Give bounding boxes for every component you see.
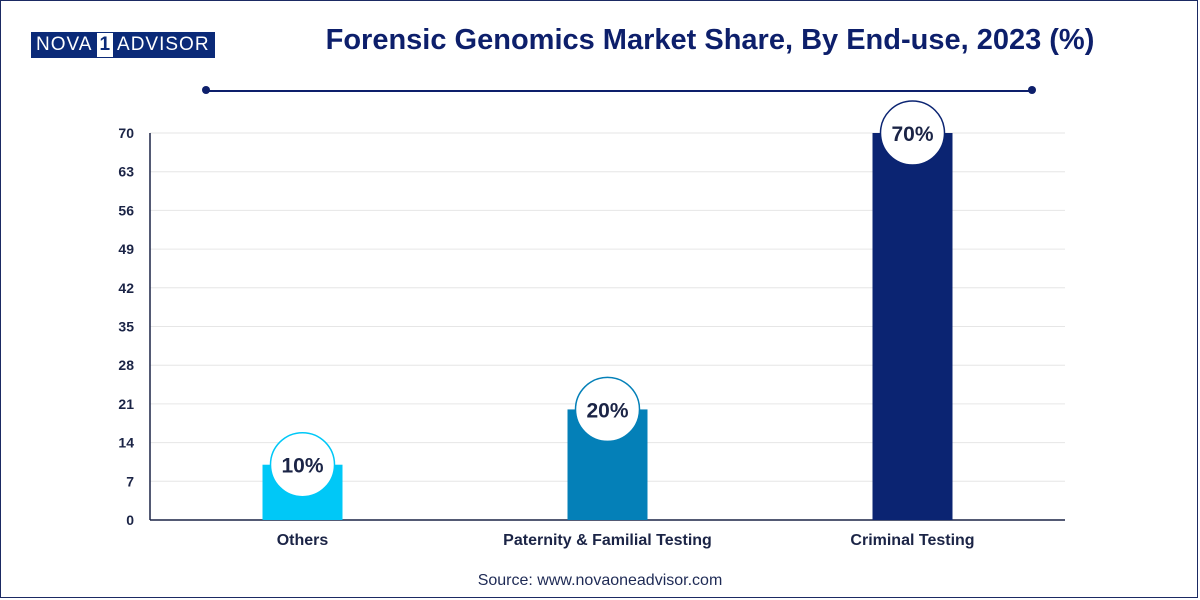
x-category-label: Paternity & Familial Testing [503, 532, 712, 549]
y-tick-label: 56 [118, 202, 134, 218]
y-tick-label: 70 [118, 125, 134, 141]
data-label: 20% [586, 399, 628, 422]
logo-nova: NOVA [31, 32, 97, 58]
data-label-bubble [879, 100, 946, 166]
x-category-label: Others [277, 532, 329, 549]
divider-dot-left [202, 86, 210, 94]
y-tick-label: 21 [118, 396, 134, 412]
y-tick-label: 63 [118, 164, 134, 180]
y-tick-label: 42 [118, 280, 134, 296]
y-tick-label: 49 [118, 241, 134, 257]
source-text: Source: www.novaoneadvisor.com [477, 572, 723, 589]
y-tick-label: 0 [126, 512, 134, 528]
y-tick-label: 35 [118, 319, 134, 335]
bar [872, 133, 953, 520]
data-label-bubble [574, 376, 641, 443]
chart-title: Forensic Genomics Market Share, By End-u… [325, 24, 1095, 56]
y-tick-label: 14 [118, 435, 134, 451]
data-label: 70% [891, 123, 933, 146]
title-divider [206, 90, 1032, 92]
y-tick-label: 28 [118, 357, 134, 373]
divider-dot-right [1028, 86, 1036, 94]
brand-logo: NOVA 1 ADVISOR [31, 32, 215, 58]
logo-one: 1 [96, 32, 115, 58]
x-category-label: Criminal Testing [850, 532, 974, 549]
y-tick-label: 7 [126, 473, 134, 489]
logo-advisor: ADVISOR [114, 32, 215, 58]
data-label: 10% [281, 455, 323, 478]
data-label-bubble [269, 431, 336, 498]
